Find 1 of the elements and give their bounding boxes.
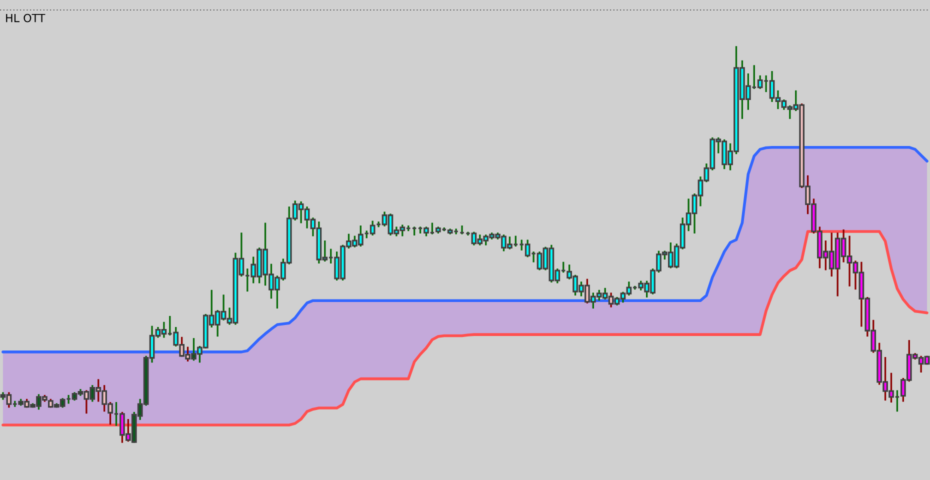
chart-title: HL OTT bbox=[6, 14, 46, 22]
